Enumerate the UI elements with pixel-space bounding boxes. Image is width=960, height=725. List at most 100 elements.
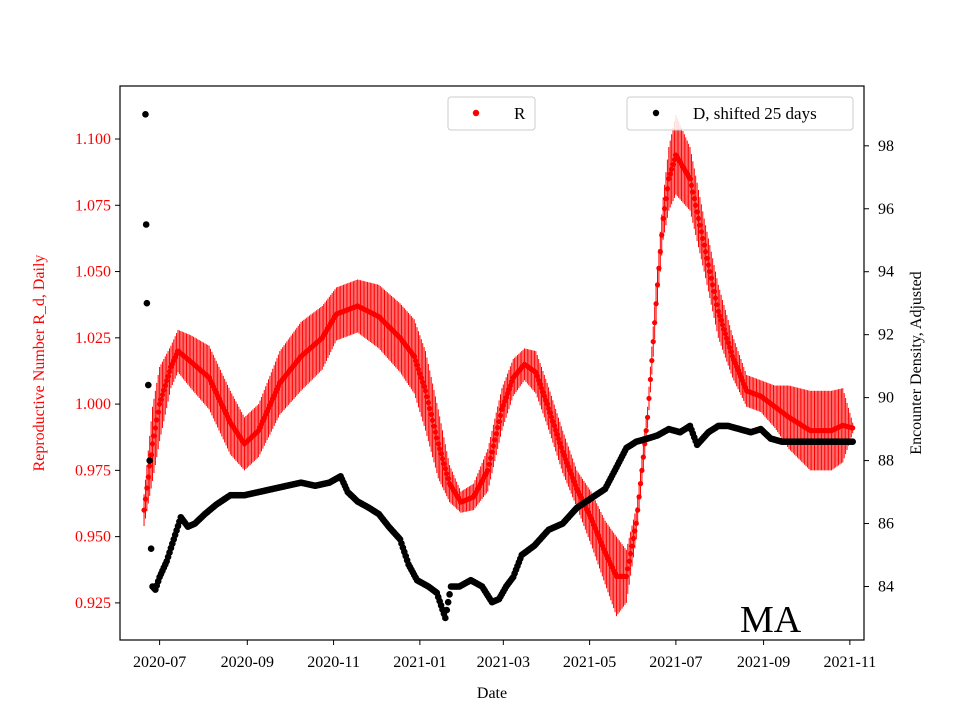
r-point [487,455,494,461]
r-point [721,326,727,332]
r-point [632,528,638,534]
r-point [646,395,652,402]
r-point [142,496,149,502]
r-point [625,566,631,572]
d-point [142,221,150,228]
r-point [431,423,437,429]
r-point [666,176,672,182]
r-point [649,357,655,364]
r-point [157,401,163,407]
r-point [438,451,444,457]
legend-r: R [447,96,536,131]
r-point [647,376,654,383]
r-point [656,265,662,271]
r-point [154,417,160,423]
r-point [413,358,419,364]
x-tick-label: 2021-03 [477,654,530,671]
r-point [148,452,154,458]
r-point [161,387,167,393]
r-point [551,423,557,429]
y-right-tick-label: 90 [878,390,894,407]
r-point [711,288,717,295]
r-point [149,441,156,447]
r-point [540,389,546,395]
r-point [442,466,448,472]
d-point [442,614,449,622]
r-point [538,385,545,391]
r-point [534,373,540,379]
r-point [548,414,555,420]
r-point [710,282,716,288]
r-point [420,379,426,385]
y-right-tick-label: 88 [878,453,894,470]
r-point [669,166,675,172]
r-point [427,405,433,412]
legend-r-label: R [514,104,526,123]
r-point [657,249,663,255]
r-point [147,463,153,469]
d-point [142,111,149,118]
r-point [708,275,714,281]
r-point [545,405,552,412]
r-point [537,381,543,387]
r-point [492,437,498,443]
r-point [415,366,422,372]
y-right-tick-label: 98 [878,138,894,155]
r-point [555,436,562,442]
r-point [417,371,423,377]
r-point [424,394,430,400]
d-point [143,299,151,307]
legend-d-label: D, shifted 25 days [693,104,817,123]
y-left-tick-label: 1.075 [75,197,111,214]
r-point [702,249,709,255]
r-point [503,394,509,401]
r-point [695,215,702,222]
r-point [411,353,417,359]
r-point [705,262,712,268]
r-point [724,335,730,341]
r-point [166,369,173,375]
r-point [650,339,656,345]
r-point [541,393,547,399]
r-series-points [141,152,856,579]
y-right-tick-label: 92 [878,327,894,344]
r-point [687,176,693,182]
y-left-tick-label: 0.950 [75,529,111,546]
r-point [151,433,157,439]
r-point [141,507,147,513]
x-tick-label: 2021-01 [393,654,446,671]
r-point [633,520,639,526]
r-point [660,215,666,222]
y-left-tick-label: 0.925 [75,595,111,612]
r-point [493,431,499,437]
r-point [719,322,726,328]
r-point [550,418,556,425]
r-point [435,441,441,447]
r-point [437,446,443,452]
r-point [500,402,506,409]
r-point [718,317,724,323]
legend-r-box [447,96,536,131]
r-point [554,431,560,438]
y-left-tick-label: 1.000 [75,396,111,413]
r-point [557,440,563,446]
x-axis: 2020-07 2020-09 2020-11 2021-01 2021-03 2021-… [133,640,876,671]
r-point [640,454,646,460]
r-point [155,409,161,415]
r-point [553,427,559,433]
r-point [694,209,700,215]
y-right-tick-label: 96 [878,201,894,218]
r-point [486,461,492,467]
r-point [636,494,642,500]
r-point [489,449,495,455]
r-point [688,182,695,189]
r-point [165,373,171,379]
r-point [635,507,641,513]
x-tick-label: 2020-09 [221,654,274,671]
r-point [432,429,439,435]
r-point [509,378,515,385]
r-point [445,476,451,482]
x-tick-label: 2021-09 [737,654,790,671]
r-point [850,425,856,431]
